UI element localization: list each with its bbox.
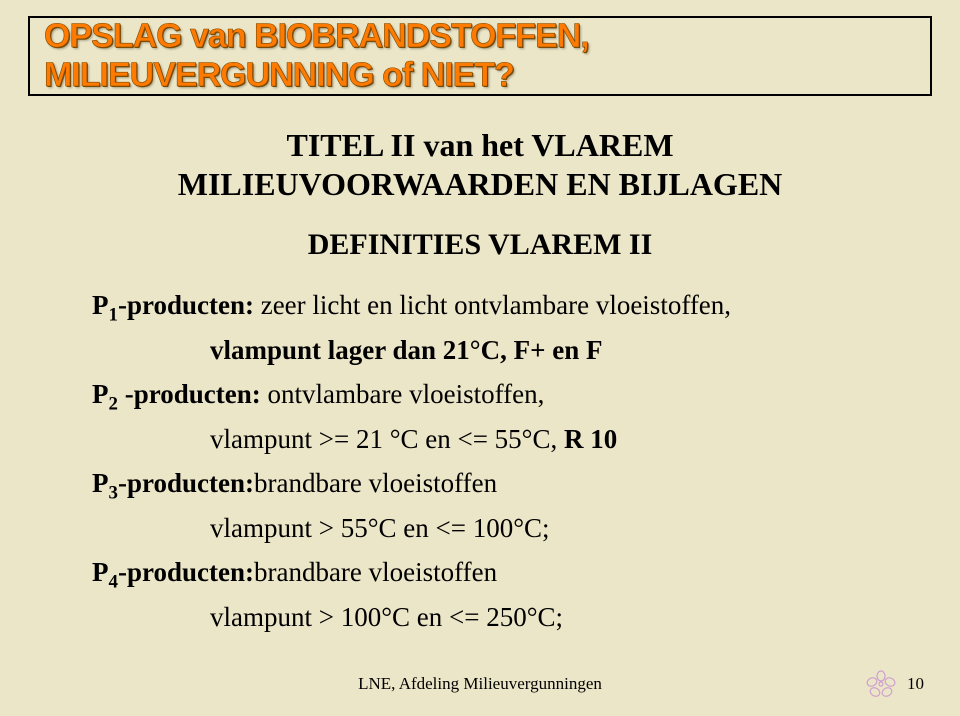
p2-line: P2 -producten: ontvlambare vloeistoffen, — [92, 377, 868, 412]
p2-line2: vlampunt >= 21 °C en <= 55°C, R 10 — [92, 422, 868, 457]
p4-line: P4-producten:brandbare vloeistoffen — [92, 555, 868, 590]
header-title: OPSLAG van BIOBRANDSTOFFEN, MILIEUVERGUN… — [44, 17, 916, 95]
p3-line: P3-producten:brandbare vloeistoffen — [92, 466, 868, 501]
slide-subtitle: DEFINITIES VLAREM II — [0, 228, 960, 262]
p3-line2: vlampunt > 55°C en <= 100°C; — [92, 511, 868, 546]
title-line-1: TITEL II van het VLAREM — [0, 126, 960, 165]
slide-title: TITEL II van het VLAREM MILIEUVOORWAARDE… — [0, 126, 960, 204]
flower-icon — [866, 670, 896, 698]
footer-text: LNE, Afdeling Milieuvergunningen — [0, 674, 960, 694]
p1-line: P1-producten: zeer licht en licht ontvla… — [92, 288, 868, 323]
body-text: P1-producten: zeer licht en licht ontvla… — [92, 288, 868, 644]
page-number: 10 — [907, 674, 924, 694]
p1-line2: vlampunt lager dan 21°C, F+ en F — [92, 333, 868, 368]
p4-line2: vlampunt > 100°C en <= 250°C; — [92, 600, 868, 635]
header-box: OPSLAG van BIOBRANDSTOFFEN, MILIEUVERGUN… — [28, 16, 932, 96]
title-line-2: MILIEUVOORWAARDEN EN BIJLAGEN — [0, 165, 960, 204]
